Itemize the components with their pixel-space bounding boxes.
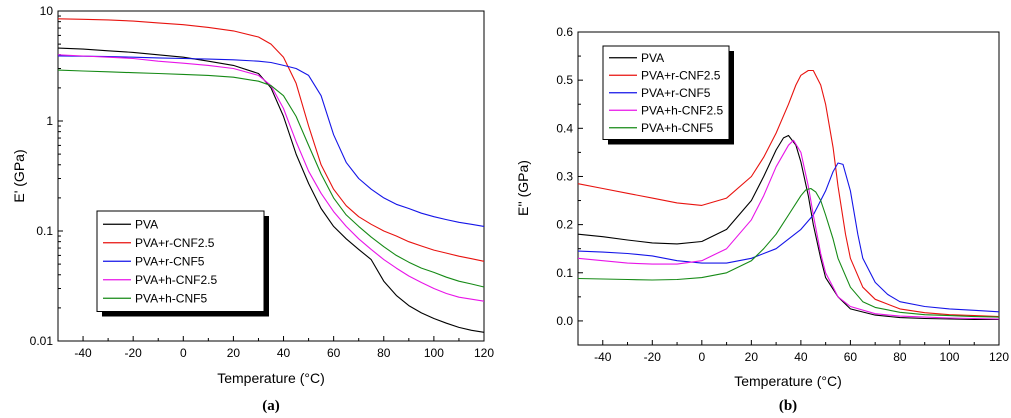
chart-b: -40 -20 0 20 40 60 80 100 120 0.0 0.1 0.2 0.3 0.4 0.5… [515, 25, 1009, 414]
chart-a-x-tick-label: 80 [377, 346, 391, 360]
chart-b-x-ticks: -40 -20 0 20 40 60 80 100 120 [594, 340, 1009, 364]
chart-b-x-tick-label: 120 [989, 350, 1009, 364]
chart-b-x-tick-label: 80 [893, 350, 907, 364]
chart-a-y-axis-label: E' (GPa) [11, 149, 27, 202]
chart-b-legend-label: PVA [641, 51, 664, 65]
chart-b-y-tick-label: 0.1 [556, 266, 573, 280]
chart-a: -40 -20 0 20 40 60 80 100 120 0.01 0.1 1 10 PVA PVA+… [11, 4, 494, 414]
chart-a-lines [57, 18, 485, 333]
chart-b-y-axis-label: E'' (GPa) [515, 160, 531, 216]
chart-a-panel-label: (a) [262, 398, 280, 414]
chart-a-x-tick-label: 40 [277, 346, 291, 360]
chart-b-y-tick-label: 0.6 [556, 25, 573, 39]
chart-b-y-tick-label: 0.3 [556, 169, 573, 183]
chart-a-x-tick-label: 20 [227, 346, 241, 360]
chart-a-series-pva-h-cnf5 [57, 69, 485, 288]
chart-b-legend: PVA PVA+r-CNF2.5 PVA+r-CNF5 PVA+h-CNF2.5 PVA… [602, 45, 734, 145]
chart-a-y-tick-label: 10 [40, 4, 54, 18]
chart-b-x-tick-label: -20 [644, 350, 662, 364]
chart-a-x-axis-label: Temperature (°C) [217, 370, 325, 386]
chart-b-y-tick-label: 0.5 [556, 73, 573, 87]
chart-b-series-pva-h-cnf5 [577, 187, 1000, 318]
chart-a-y-tick-label: 0.1 [36, 224, 53, 238]
chart-a-x-tick-label: -40 [74, 346, 92, 360]
chart-b-x-tick-label: 0 [698, 350, 705, 364]
chart-a-legend-label: PVA+r-CNF2.5 [135, 236, 215, 250]
chart-b-x-axis-label: Temperature (°C) [734, 373, 842, 389]
chart-b-panel-label: (b) [779, 398, 797, 414]
chart-a-y-tick-label: 1 [46, 114, 53, 128]
chart-a-legend-label: PVA+h-CNF5 [135, 291, 207, 305]
chart-a-x-tick-label: 100 [424, 346, 444, 360]
chart-b-series-pva [577, 134, 999, 321]
chart-a-series-pva-h-cnf2-5 [57, 54, 485, 302]
chart-b-series-pva-h-cnf2-5 [577, 139, 1000, 320]
chart-b-x-tick-label: 100 [939, 350, 959, 364]
chart-b-legend-label: PVA+h-CNF2.5 [641, 103, 723, 117]
chart-a-legend-label: PVA+h-CNF2.5 [135, 273, 217, 287]
chart-b-legend-label: PVA+h-CNF5 [641, 121, 713, 135]
chart-b-x-tick-label: 60 [844, 350, 858, 364]
chart-a-legend: PVA PVA+r-CNF2.5 PVA+r-CNF5 PVA+h-CNF2.5 PVA… [96, 210, 269, 317]
chart-b-x-tick-label: 20 [745, 350, 759, 364]
chart-b-legend-label: PVA+r-CNF2.5 [641, 68, 721, 82]
chart-b-x-tick-label: 40 [794, 350, 808, 364]
chart-a-series-pva-r-cnf2-5 [57, 18, 485, 262]
chart-b-lines [577, 69, 1000, 321]
chart-b-y-tick-label: 0.0 [556, 314, 573, 328]
chart-a-legend-label: PVA+r-CNF5 [135, 254, 205, 268]
chart-a-series-pva [57, 47, 485, 333]
chart-a-x-ticks: -40 -20 0 20 40 60 80 100 120 [74, 336, 494, 360]
chart-a-x-tick-label: 60 [327, 346, 341, 360]
chart-a-y-tick-label: 0.01 [30, 334, 54, 348]
chart-b-plot-area [577, 31, 1000, 346]
chart-b-series-pva-r-cnf5 [577, 162, 1000, 313]
chart-b-series-pva-r-cnf2-5 [577, 69, 1000, 318]
chart-b-legend-label: PVA+r-CNF5 [641, 86, 711, 100]
chart-b-x-tick-label: -40 [594, 350, 612, 364]
chart-b-y-tick-label: 0.4 [556, 121, 573, 135]
chart-b-y-tick-label: 0.2 [556, 218, 573, 232]
chart-a-series-pva-r-cnf5 [57, 55, 485, 227]
chart-b-y-ticks: 0.0 0.1 0.2 0.3 0.4 0.5 0.6 [556, 25, 583, 328]
chart-a-x-tick-label: 0 [180, 346, 187, 360]
chart-a-legend-label: PVA [135, 217, 158, 231]
chart-a-y-ticks: 0.01 0.1 1 10 [30, 4, 63, 348]
chart-a-x-tick-label: -20 [125, 346, 143, 360]
chart-a-plot-area [57, 10, 485, 342]
chart-a-x-tick-label: 120 [474, 346, 494, 360]
